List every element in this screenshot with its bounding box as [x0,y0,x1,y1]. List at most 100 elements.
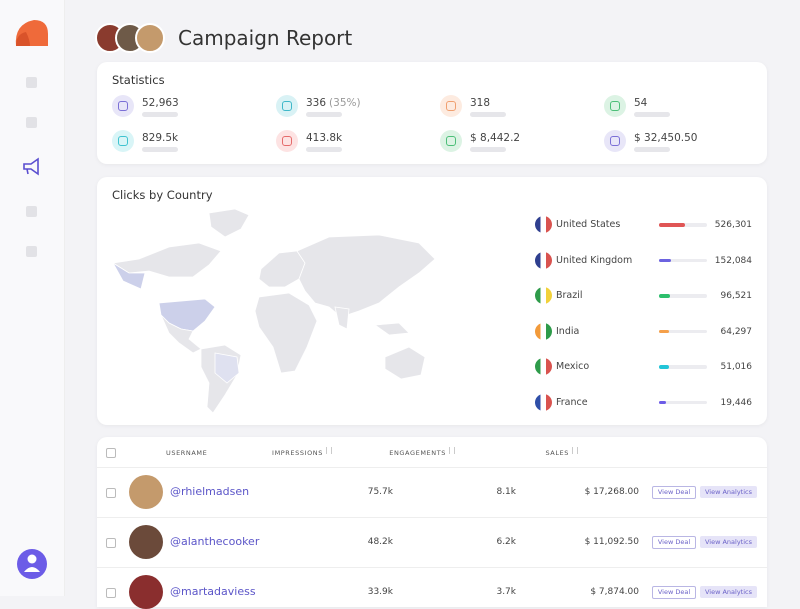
stat-icon-glyph [282,101,292,111]
view-deal-button[interactable]: View Deal [652,586,696,599]
country-value: 51,016 [720,362,753,372]
row-checkbox[interactable] [106,488,116,498]
stat-icon-glyph [610,136,620,146]
world-map [111,208,436,414]
country-name: Mexico [556,361,590,372]
user-avatar[interactable] [17,549,47,579]
view-analytics-button[interactable]: View Analytics [700,536,757,548]
country-bar-fill [659,223,685,227]
australia [384,346,426,380]
stat-icon [112,130,134,152]
sort-icon[interactable] [449,447,455,454]
stat-icon [604,95,626,117]
stat-placeholder [142,112,178,117]
nav-icon-active[interactable] [23,157,39,176]
users-table: USERNAME IMPRESSIONS ENGAGEMENTS SALES @rhie… [97,437,767,609]
row-checkbox[interactable] [106,588,116,598]
alaska [112,262,146,290]
africa [254,292,318,374]
stat-icon [112,95,134,117]
canada [111,242,222,278]
row-checkbox[interactable] [106,538,116,548]
username[interactable]: @rhielmadsen [170,485,250,498]
nav-icon[interactable] [26,246,37,257]
country-name: France [556,396,588,408]
country-bar-track [659,365,707,369]
statistics-card: Statistics 52,963 336 (35%) 318 54 829.5k 413.… [97,62,767,164]
country-value: 526,301 [714,220,752,230]
stat-value: $ 8,442.2 [470,132,521,144]
sort-icon[interactable] [572,447,578,454]
sidebar [0,0,65,596]
stat-value: 52,963 [142,97,179,109]
column-header[interactable]: IMPRESSIONS [272,449,323,457]
card-title: Clicks by Country [112,188,213,202]
stat-value: 829.5k [142,132,179,144]
page: Campaign Report {"header": {"title": "Ca… [0,0,767,609]
header-avatars [95,23,165,53]
column-header[interactable]: SALES [545,449,569,457]
stat-icon [440,95,462,117]
country-value: 19,446 [720,397,753,408]
nav-icon[interactable] [26,206,37,217]
stat-icon [604,130,626,152]
cell-value: 48.2k [367,537,393,547]
cell-value: $ 7,874.00 [590,587,639,597]
nav-icon[interactable] [26,117,37,128]
logo-part [16,32,30,46]
indonesia [373,322,410,336]
brazil [214,352,240,384]
page-body: Campaign Report Statistics 52,963 336 (35%… [0,0,767,609]
cell-value: 6.2k [496,537,516,547]
india [334,306,350,330]
country-flag [535,251,552,269]
greenland [208,208,250,238]
country-name: India [556,325,580,337]
view-deal-button[interactable]: View Deal [652,486,696,499]
country-bar-fill [659,329,669,333]
column-header[interactable]: ENGAGEMENTS [389,449,446,457]
stat-icon-glyph [118,101,128,111]
user-avatar [129,525,163,559]
country-name: Brazil [556,290,583,301]
country-value: 96,521 [720,291,753,301]
country-name: United Kingdom [556,254,633,266]
username[interactable]: @martadaviess [170,585,256,598]
country-bar-track [659,329,707,333]
view-analytics-button[interactable]: View Analytics [700,486,757,498]
stat-note: (35%) [329,97,361,109]
clicks-card: Clicks by Country United States 526,301 Un… [97,177,767,425]
view-analytics-button[interactable]: View Analytics [700,586,757,598]
stat-icon-glyph [282,136,292,146]
user-avatar [129,575,163,609]
stat-placeholder [306,147,342,152]
country-flag [535,393,552,411]
stat-value: $ 32,450.50 [634,132,698,144]
stat-icon-glyph [118,136,128,146]
stat-placeholder [470,147,506,152]
country-bar-fill [659,400,666,404]
user-avatar-head [27,554,37,564]
stat-value: 54 [634,97,648,109]
stat-placeholder [634,112,670,117]
cell-value: 33.9k [367,587,393,597]
nav-icon[interactable] [26,77,37,88]
mexico [160,314,202,354]
asia [296,234,436,318]
stat-value: 336 (35%) [306,97,361,109]
card-title: Statistics [112,73,165,87]
page-title: Campaign Report [178,26,353,50]
user-avatar-body [24,567,40,572]
sort-icon[interactable] [326,447,332,454]
username[interactable]: @alanthecooker [170,535,260,548]
sidebar-icons [15,20,48,579]
stat-placeholder [306,112,342,117]
country-name: United States [556,219,621,230]
country-value: 64,297 [720,326,753,337]
row-separator [97,517,767,518]
select-all-checkbox[interactable] [106,448,116,458]
stat-icon [276,130,298,152]
view-deal-button[interactable]: View Deal [652,536,696,549]
cell-value: $ 17,268.00 [584,487,639,497]
stat-icon-glyph [446,101,456,111]
